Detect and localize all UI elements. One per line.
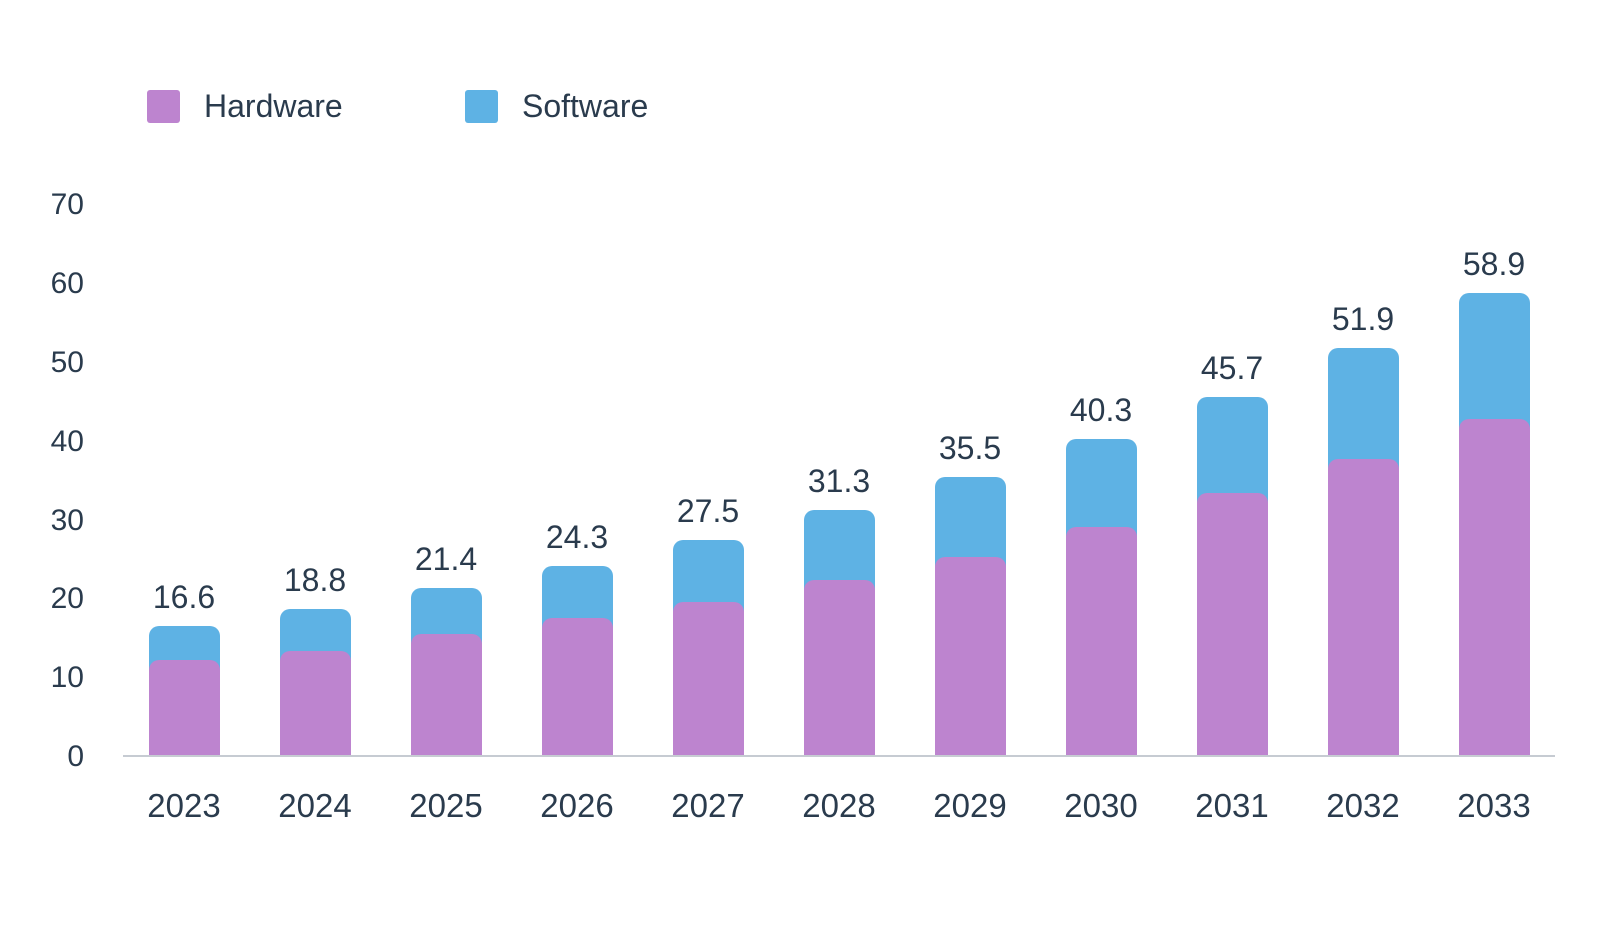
y-tick-label: 60 — [50, 267, 84, 301]
legend-label-hardware: Hardware — [204, 88, 343, 124]
bar-total-label-2033: 58.9 — [1462, 245, 1526, 282]
x-tick-label-2029: 2029 — [933, 787, 1007, 824]
bar-total-label-2032: 51.9 — [1331, 301, 1395, 338]
x-tick-label-2025: 2025 — [409, 787, 483, 824]
bar-total-label-2028: 31.3 — [807, 463, 871, 500]
bar-hardware-segment-2031[interactable] — [1196, 493, 1268, 757]
y-tick-label: 70 — [50, 188, 84, 222]
y-tick-label: 20 — [50, 582, 84, 616]
legend-swatch-software-icon — [465, 90, 498, 123]
x-tick-label-2028: 2028 — [802, 787, 876, 824]
y-tick-label: 10 — [50, 661, 84, 695]
y-tick-label: 40 — [50, 424, 84, 458]
bar-total-label-2031: 45.7 — [1200, 349, 1264, 386]
bar-hardware-segment-2024[interactable] — [279, 650, 351, 757]
x-tick-label-2024: 2024 — [278, 787, 352, 824]
bar-hardware-segment-2028[interactable] — [803, 579, 875, 757]
bar-hardware-segment-2029[interactable] — [934, 556, 1006, 757]
legend-label-software: Software — [522, 88, 649, 124]
x-tick-label-2027: 2027 — [671, 787, 745, 824]
bar-total-label-2027: 27.5 — [676, 493, 740, 530]
bar-hardware-segment-2026[interactable] — [541, 618, 613, 757]
bar-total-label-2025: 21.4 — [414, 541, 478, 578]
bar-hardware-segment-2023[interactable] — [148, 660, 220, 757]
bar-total-label-2026: 24.3 — [545, 518, 609, 555]
bar-hardware-segment-2025[interactable] — [410, 634, 482, 757]
bar-hardware-segment-2033[interactable] — [1458, 418, 1530, 757]
bar-total-label-2029: 35.5 — [938, 430, 1002, 467]
bar-total-label-2023: 16.6 — [152, 579, 216, 616]
y-tick-label: 50 — [50, 346, 84, 380]
bar-hardware-segment-2032[interactable] — [1327, 459, 1399, 757]
x-tick-label-2033: 2033 — [1457, 787, 1531, 824]
legend-item-software[interactable]: Software — [465, 90, 648, 123]
bar-hardware-segment-2030[interactable] — [1065, 526, 1137, 757]
y-tick-label: 30 — [50, 503, 84, 537]
y-tick-label: 0 — [67, 740, 84, 773]
x-tick-label-2031: 2031 — [1195, 787, 1269, 824]
bar-hardware-segment-2027[interactable] — [672, 601, 744, 757]
x-tick-label-2026: 2026 — [540, 787, 614, 824]
x-axis-line — [123, 755, 1555, 757]
bar-total-label-2024: 18.8 — [283, 561, 347, 598]
bar-total-label-2030: 40.3 — [1069, 392, 1133, 429]
x-tick-label-2023: 2023 — [147, 787, 221, 824]
x-tick-label-2030: 2030 — [1064, 787, 1138, 824]
legend-item-hardware[interactable]: Hardware — [147, 90, 343, 123]
legend-swatch-hardware-icon — [147, 90, 180, 123]
x-tick-label-2032: 2032 — [1326, 787, 1400, 824]
